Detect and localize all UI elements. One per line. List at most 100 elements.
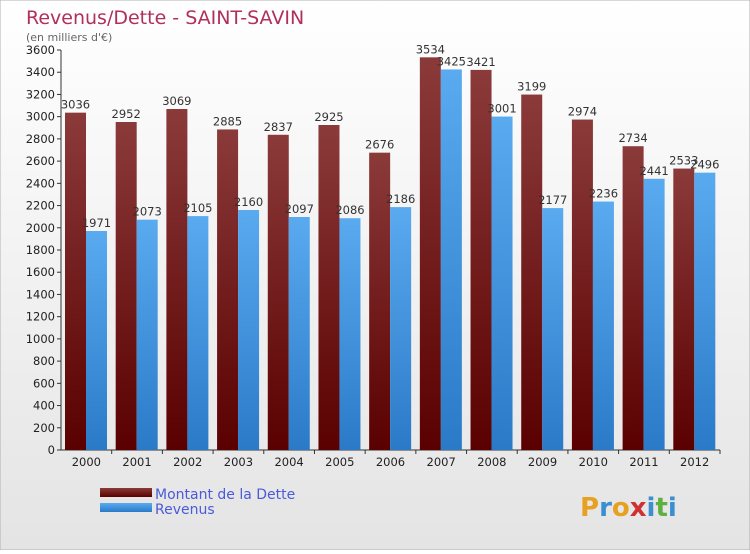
- logo-letter: P: [580, 493, 599, 523]
- logo-letter: o: [612, 493, 630, 523]
- y-tick-label: 3000: [26, 110, 55, 124]
- bar-revenus-2001: [136, 219, 158, 450]
- bar-debt-2012: [673, 168, 695, 451]
- x-tick-label: 2010: [579, 455, 608, 469]
- bar-debt-2009: [521, 94, 543, 451]
- x-tick-label: 2009: [528, 455, 557, 469]
- bar-debt-2011: [622, 146, 644, 450]
- data-label-revenus-2010: 2236: [589, 187, 618, 201]
- y-axis: 0 200 400 600 800 1000 1200 1400 1600 1800 2000 220…: [26, 43, 62, 457]
- x-tick-label: 2007: [427, 455, 456, 469]
- chart-title: Revenus/Dette - SAINT-SAVIN: [26, 7, 304, 29]
- y-tick-label: 0: [48, 443, 55, 457]
- y-tick-label: 2200: [26, 199, 55, 213]
- logo-letter: t: [655, 493, 667, 523]
- data-label-debt-2006: 2676: [365, 138, 394, 152]
- bar-debt-2005: [318, 125, 340, 450]
- legend-swatch-debt: [100, 488, 152, 497]
- data-label-revenus-2002: 2105: [183, 201, 212, 215]
- x-tick-label: 2008: [477, 455, 506, 469]
- x-tick-label: 2011: [629, 455, 658, 469]
- data-label-debt-2002: 3069: [162, 94, 191, 108]
- x-tick-label: 2005: [325, 455, 354, 469]
- bar-revenus-2008: [491, 116, 513, 451]
- bar-revenus-2003: [238, 210, 260, 450]
- bar-debt-2004: [267, 134, 289, 450]
- y-tick-label: 600: [33, 376, 55, 390]
- y-tick-label: 1800: [26, 243, 55, 257]
- legend-swatch-revenus: [100, 503, 152, 512]
- data-label-revenus-2011: 2441: [639, 164, 668, 178]
- bar-revenus-2009: [542, 208, 564, 450]
- proxiti-logo: Proxiti: [580, 493, 677, 523]
- y-tick-label: 200: [33, 421, 55, 435]
- data-label-revenus-2012: 2496: [690, 158, 719, 172]
- y-tick-label: 1600: [26, 265, 55, 279]
- logo-letter: x: [630, 493, 647, 523]
- logo-letter: i: [668, 493, 677, 523]
- data-label-debt-2009: 3199: [517, 80, 546, 94]
- bar-debt-2008: [470, 69, 492, 450]
- x-tick-label: 2004: [274, 455, 303, 469]
- x-tick-label: 2001: [122, 455, 151, 469]
- bar-debt-2007: [419, 57, 441, 450]
- data-label-debt-2003: 2885: [213, 114, 242, 128]
- bar-revenus-2007: [440, 69, 462, 450]
- y-tick-label: 2000: [26, 221, 55, 235]
- data-label-debt-2004: 2837: [264, 120, 293, 134]
- bar-revenus-2004: [288, 217, 310, 450]
- y-tick-label: 3600: [26, 43, 55, 57]
- data-label-debt-2005: 2925: [314, 110, 343, 124]
- chart-subtitle: (en milliers d'€): [26, 31, 112, 44]
- bar-revenus-2000: [86, 231, 107, 450]
- bar-revenus-2011: [643, 178, 665, 450]
- bar-revenus-2012: [694, 172, 716, 450]
- bar-debt-2000: [65, 112, 86, 451]
- bar-debt-2001: [115, 122, 137, 450]
- data-label-revenus-2008: 3001: [487, 102, 516, 116]
- y-tick-label: 1000: [26, 332, 55, 346]
- data-label-revenus-2006: 2186: [386, 192, 415, 206]
- x-tick-label: 2006: [376, 455, 405, 469]
- x-tick-label: 2000: [72, 455, 101, 469]
- bar-revenus-2005: [339, 218, 361, 450]
- y-tick-label: 2800: [26, 132, 55, 146]
- data-label-debt-2007: 3534: [416, 42, 445, 56]
- bar-debt-2002: [166, 109, 188, 450]
- data-label-debt-2000: 3036: [61, 98, 90, 112]
- data-label-revenus-2005: 2086: [335, 203, 364, 217]
- y-tick-label: 2600: [26, 154, 55, 168]
- data-label-revenus-2007: 3425: [437, 54, 466, 68]
- data-label-revenus-2001: 2073: [133, 205, 162, 219]
- y-tick-label: 3400: [26, 65, 55, 79]
- data-label-debt-2008: 3421: [466, 55, 495, 69]
- data-labels-group: 3036 1971 2952 2073 3069 2105 2885 2160 2837 2097…: [61, 42, 720, 230]
- data-label-debt-2011: 2734: [618, 131, 647, 145]
- data-label-debt-2010: 2974: [568, 105, 597, 119]
- y-tick-label: 1400: [26, 287, 55, 301]
- bar-revenus-2006: [390, 207, 412, 450]
- x-tick-label: 2012: [680, 455, 709, 469]
- bar-debt-2006: [369, 152, 391, 450]
- y-tick-label: 1200: [26, 310, 55, 324]
- data-label-debt-2001: 2952: [112, 107, 141, 121]
- logo-letter: r: [599, 493, 612, 523]
- data-label-revenus-2004: 2097: [285, 202, 314, 216]
- bar-revenus-2002: [187, 216, 209, 450]
- bar-revenus-2010: [592, 201, 614, 450]
- x-tick-label: 2003: [224, 455, 253, 469]
- data-label-debt-2012: 2533: [669, 154, 698, 168]
- bar-debt-2003: [217, 129, 239, 450]
- y-tick-label: 800: [33, 354, 55, 368]
- legend-label-revenus: Revenus: [155, 502, 215, 518]
- y-tick-label: 400: [33, 399, 55, 413]
- legend: Montant de la Dette Revenus: [100, 487, 295, 518]
- legend-label-debt: Montant de la Dette: [155, 487, 295, 503]
- bar-debt-2010: [571, 119, 593, 451]
- y-tick-label: 3200: [26, 87, 55, 101]
- data-label-revenus-2000: 1971: [82, 216, 111, 230]
- bars-group: [65, 57, 716, 451]
- data-label-revenus-2003: 2160: [234, 195, 263, 209]
